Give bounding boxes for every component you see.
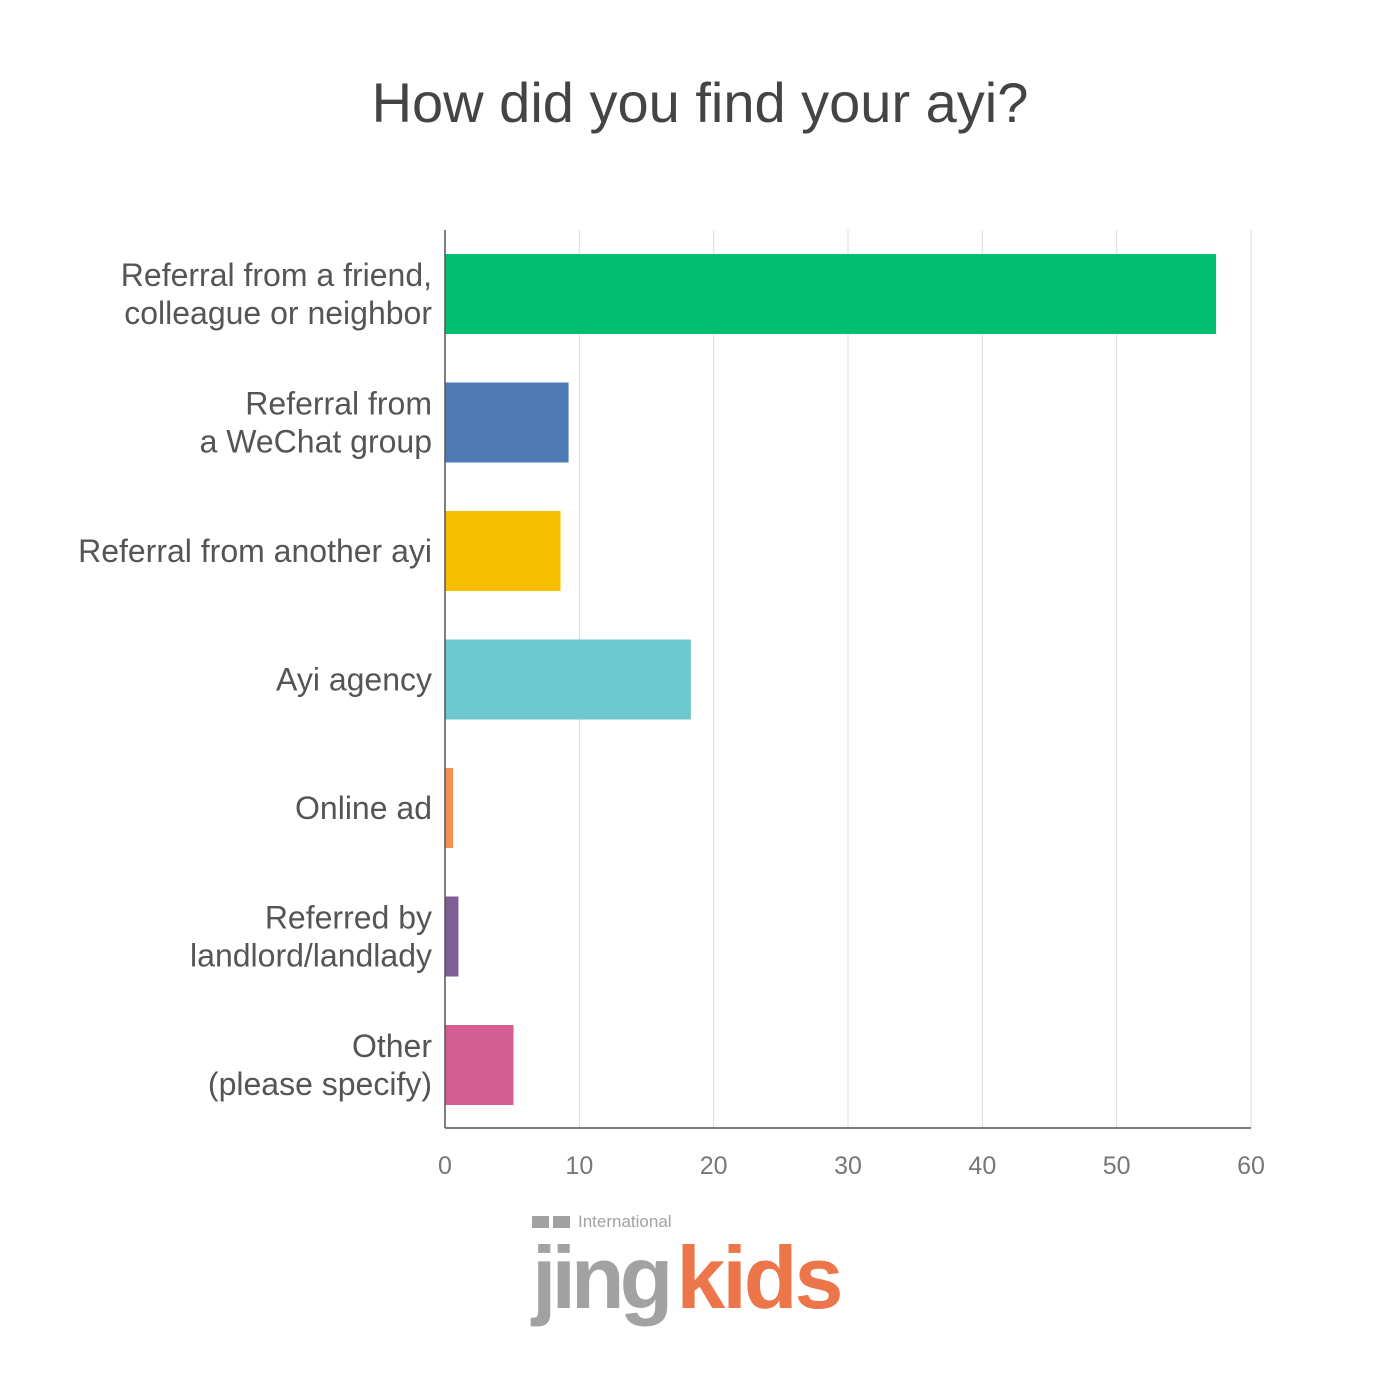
category-label: Referred by [265, 900, 432, 936]
x-tick-label: 20 [700, 1152, 728, 1180]
x-tick-label: 40 [968, 1152, 996, 1180]
logo-square [532, 1216, 549, 1228]
category-label: Referral from [245, 386, 432, 422]
x-tick-label: 0 [438, 1152, 452, 1180]
chart-title: How did you find your ayi? [371, 71, 1029, 134]
category-label: Referral from a friend, [121, 257, 432, 293]
category-label: Online ad [295, 790, 432, 826]
x-tick-label: 60 [1237, 1152, 1265, 1180]
category-label: colleague or neighbor [124, 295, 432, 331]
logo-words: jing kids [532, 1228, 844, 1327]
bar [445, 639, 691, 720]
bar [445, 254, 1217, 334]
bar [445, 511, 561, 591]
category-label: Other [352, 1028, 432, 1064]
category-label: landlord/landlady [190, 938, 432, 974]
jingkids-logo: International jing kids [532, 1212, 892, 1342]
logo-top-row: International [532, 1212, 672, 1232]
x-tick-label: 50 [1103, 1152, 1131, 1180]
bar [445, 382, 569, 463]
x-tick-label: 30 [834, 1152, 862, 1180]
x-tick-label: 10 [565, 1152, 593, 1180]
logo-kids: kids [676, 1228, 843, 1327]
logo-jing: jing [532, 1228, 673, 1327]
bar [445, 896, 459, 977]
bar [445, 1025, 514, 1105]
logo-square [553, 1216, 570, 1228]
bar [445, 768, 454, 848]
logo-international: International [578, 1212, 672, 1231]
category-label: Ayi agency [276, 662, 432, 698]
category-label: Referral from another ayi [78, 533, 432, 569]
category-label: (please specify) [208, 1066, 432, 1102]
category-label: a WeChat group [200, 424, 432, 460]
